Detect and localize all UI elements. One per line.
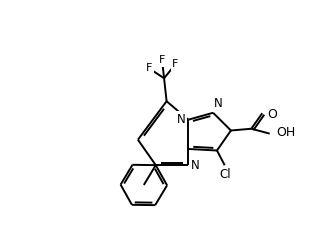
Text: Cl: Cl — [219, 168, 231, 181]
Text: F: F — [146, 63, 152, 73]
Text: N: N — [191, 159, 199, 172]
Text: N: N — [176, 113, 185, 126]
Text: OH: OH — [276, 126, 295, 139]
Text: N: N — [214, 98, 223, 110]
Text: F: F — [159, 55, 165, 65]
Text: O: O — [267, 108, 277, 121]
Text: F: F — [172, 59, 179, 69]
